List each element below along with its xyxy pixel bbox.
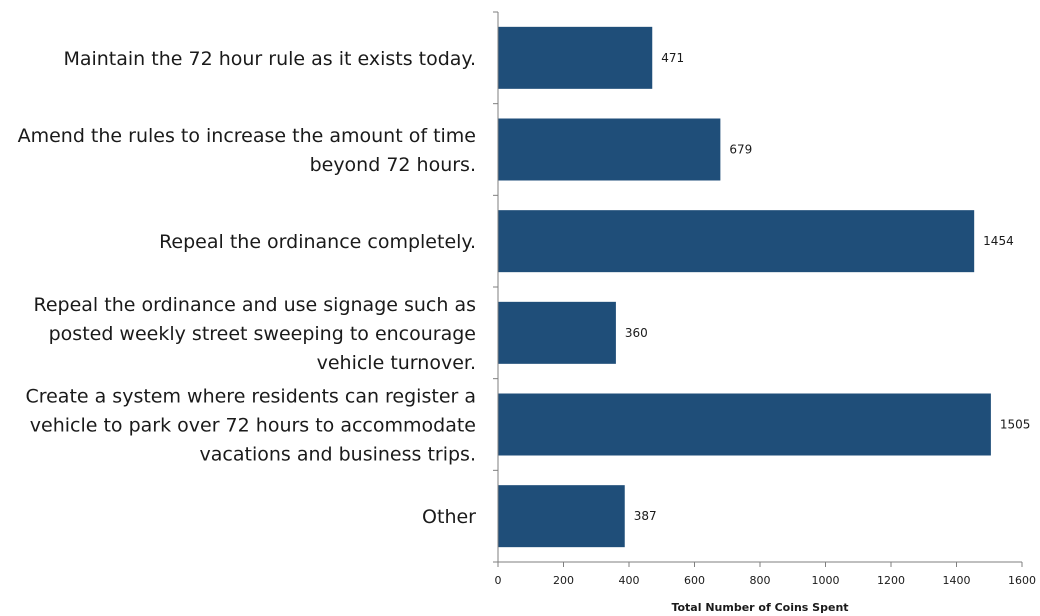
data-label-1: 471 bbox=[661, 51, 684, 65]
x-tick-label: 600 bbox=[684, 574, 705, 587]
data-label-5: 1505 bbox=[1000, 418, 1031, 432]
category-label-5: Create a system where residents can regi… bbox=[25, 386, 476, 466]
x-tick-label: 1200 bbox=[877, 574, 905, 587]
data-label-2: 679 bbox=[729, 143, 752, 157]
category-label-1: Maintain the 72 hour rule as it exists t… bbox=[63, 48, 476, 70]
bar-3 bbox=[498, 210, 975, 273]
x-tick-label: 1400 bbox=[943, 574, 971, 587]
category-label-line: beyond 72 hours. bbox=[310, 154, 476, 176]
category-label-line: vacations and business trips. bbox=[200, 444, 476, 466]
category-label-line: Other bbox=[422, 506, 476, 528]
category-label-6: Other bbox=[422, 506, 476, 528]
data-label-4: 360 bbox=[625, 326, 648, 340]
bar-4 bbox=[498, 301, 616, 364]
bar-2 bbox=[498, 118, 721, 181]
category-label-line: Amend the rules to increase the amount o… bbox=[18, 125, 476, 147]
category-label-2: Amend the rules to increase the amount o… bbox=[18, 125, 476, 176]
category-label-line: vehicle turnover. bbox=[317, 352, 476, 374]
data-label-3: 1454 bbox=[983, 234, 1014, 248]
bars-layer: 471 679 1454 360 1505 387 bbox=[498, 26, 1031, 548]
category-labels-layer: Maintain the 72 hour rule as it exists t… bbox=[18, 48, 477, 528]
x-tick-label: 400 bbox=[619, 574, 640, 587]
category-label-4: Repeal the ordinance and use signage suc… bbox=[34, 294, 477, 374]
category-label-line: Maintain the 72 hour rule as it exists t… bbox=[63, 48, 476, 70]
data-label-6: 387 bbox=[634, 509, 657, 523]
bar-1 bbox=[498, 26, 653, 89]
x-tick-label: 0 bbox=[495, 574, 502, 587]
category-label-line: posted weekly street sweeping to encoura… bbox=[49, 323, 476, 345]
bar-6 bbox=[498, 485, 625, 548]
category-label-line: vehicle to park over 72 hours to accommo… bbox=[30, 415, 476, 437]
category-label-3: Repeal the ordinance completely. bbox=[159, 231, 476, 253]
x-tick-label: 200 bbox=[553, 574, 574, 587]
category-label-line: Create a system where residents can regi… bbox=[25, 386, 476, 408]
axes-layer: 0 200 400 600 800 1000 1200 1400 1600 bbox=[493, 11, 1036, 587]
category-label-line: Repeal the ordinance and use signage suc… bbox=[34, 294, 477, 316]
x-tick-label: 1000 bbox=[812, 574, 840, 587]
x-axis-title: Total Number of Coins Spent bbox=[671, 601, 848, 614]
category-label-line: Repeal the ordinance completely. bbox=[159, 231, 476, 253]
x-tick-label: 800 bbox=[750, 574, 771, 587]
bar-5 bbox=[498, 393, 991, 456]
x-tick-label: 1600 bbox=[1008, 574, 1036, 587]
